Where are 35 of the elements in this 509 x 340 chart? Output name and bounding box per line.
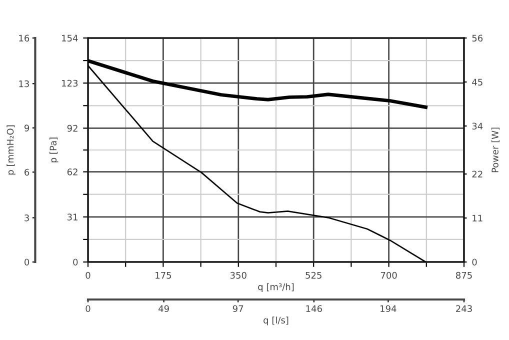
y3-tick-label: 3 [24, 214, 29, 222]
x2-tick-label: 49 [158, 305, 169, 312]
x2-tick-label: 146 [306, 305, 322, 312]
y-tick-label: 0 [73, 258, 78, 266]
x-tick-label: 875 [456, 272, 472, 279]
x-tick-label: 525 [306, 272, 322, 279]
y3-tick-label: 13 [19, 80, 29, 88]
y-tick-label: 31 [67, 214, 78, 220]
x-tick-label: 175 [156, 272, 172, 279]
x2-axis-title: q [l/s] [264, 316, 288, 326]
y2-tick-label: 45 [472, 78, 482, 86]
y3-tick-label: 9 [24, 124, 30, 132]
x-tick-label: 350 [230, 272, 246, 279]
x2-tick-label: 0 [86, 305, 90, 312]
y3-tick-label: 0 [24, 258, 30, 266]
y3-axis-title: p [mmH₂O] [6, 125, 16, 175]
x-axis-title: q [m³/h] [258, 283, 294, 292]
y2-tick-label: 56 [472, 34, 483, 42]
y3-tick-label: 6 [24, 168, 30, 176]
y2-tick-label: 34 [472, 122, 483, 130]
y2-tick-label: 22 [472, 170, 482, 178]
x2-tick-label: 194 [380, 305, 396, 312]
y-axis-title: p [Pa] [50, 138, 58, 162]
y3-tick-label: 16 [19, 34, 30, 42]
y-tick-label: 62 [67, 168, 78, 176]
x2-tick-label: 97 [232, 305, 244, 312]
y-tick-label: 123 [62, 80, 78, 87]
y-tick-label: 92 [67, 124, 78, 132]
x-tick-label: 700 [380, 272, 397, 279]
y2-tick-label: 0 [472, 258, 477, 266]
x2-tick-label: 243 [456, 305, 472, 312]
y2-tick-label: 11 [472, 214, 482, 222]
x-tick-label: 0 [86, 272, 90, 279]
y2-axis-title: Power [W] [491, 128, 500, 172]
y-tick-label: 154 [62, 34, 78, 42]
